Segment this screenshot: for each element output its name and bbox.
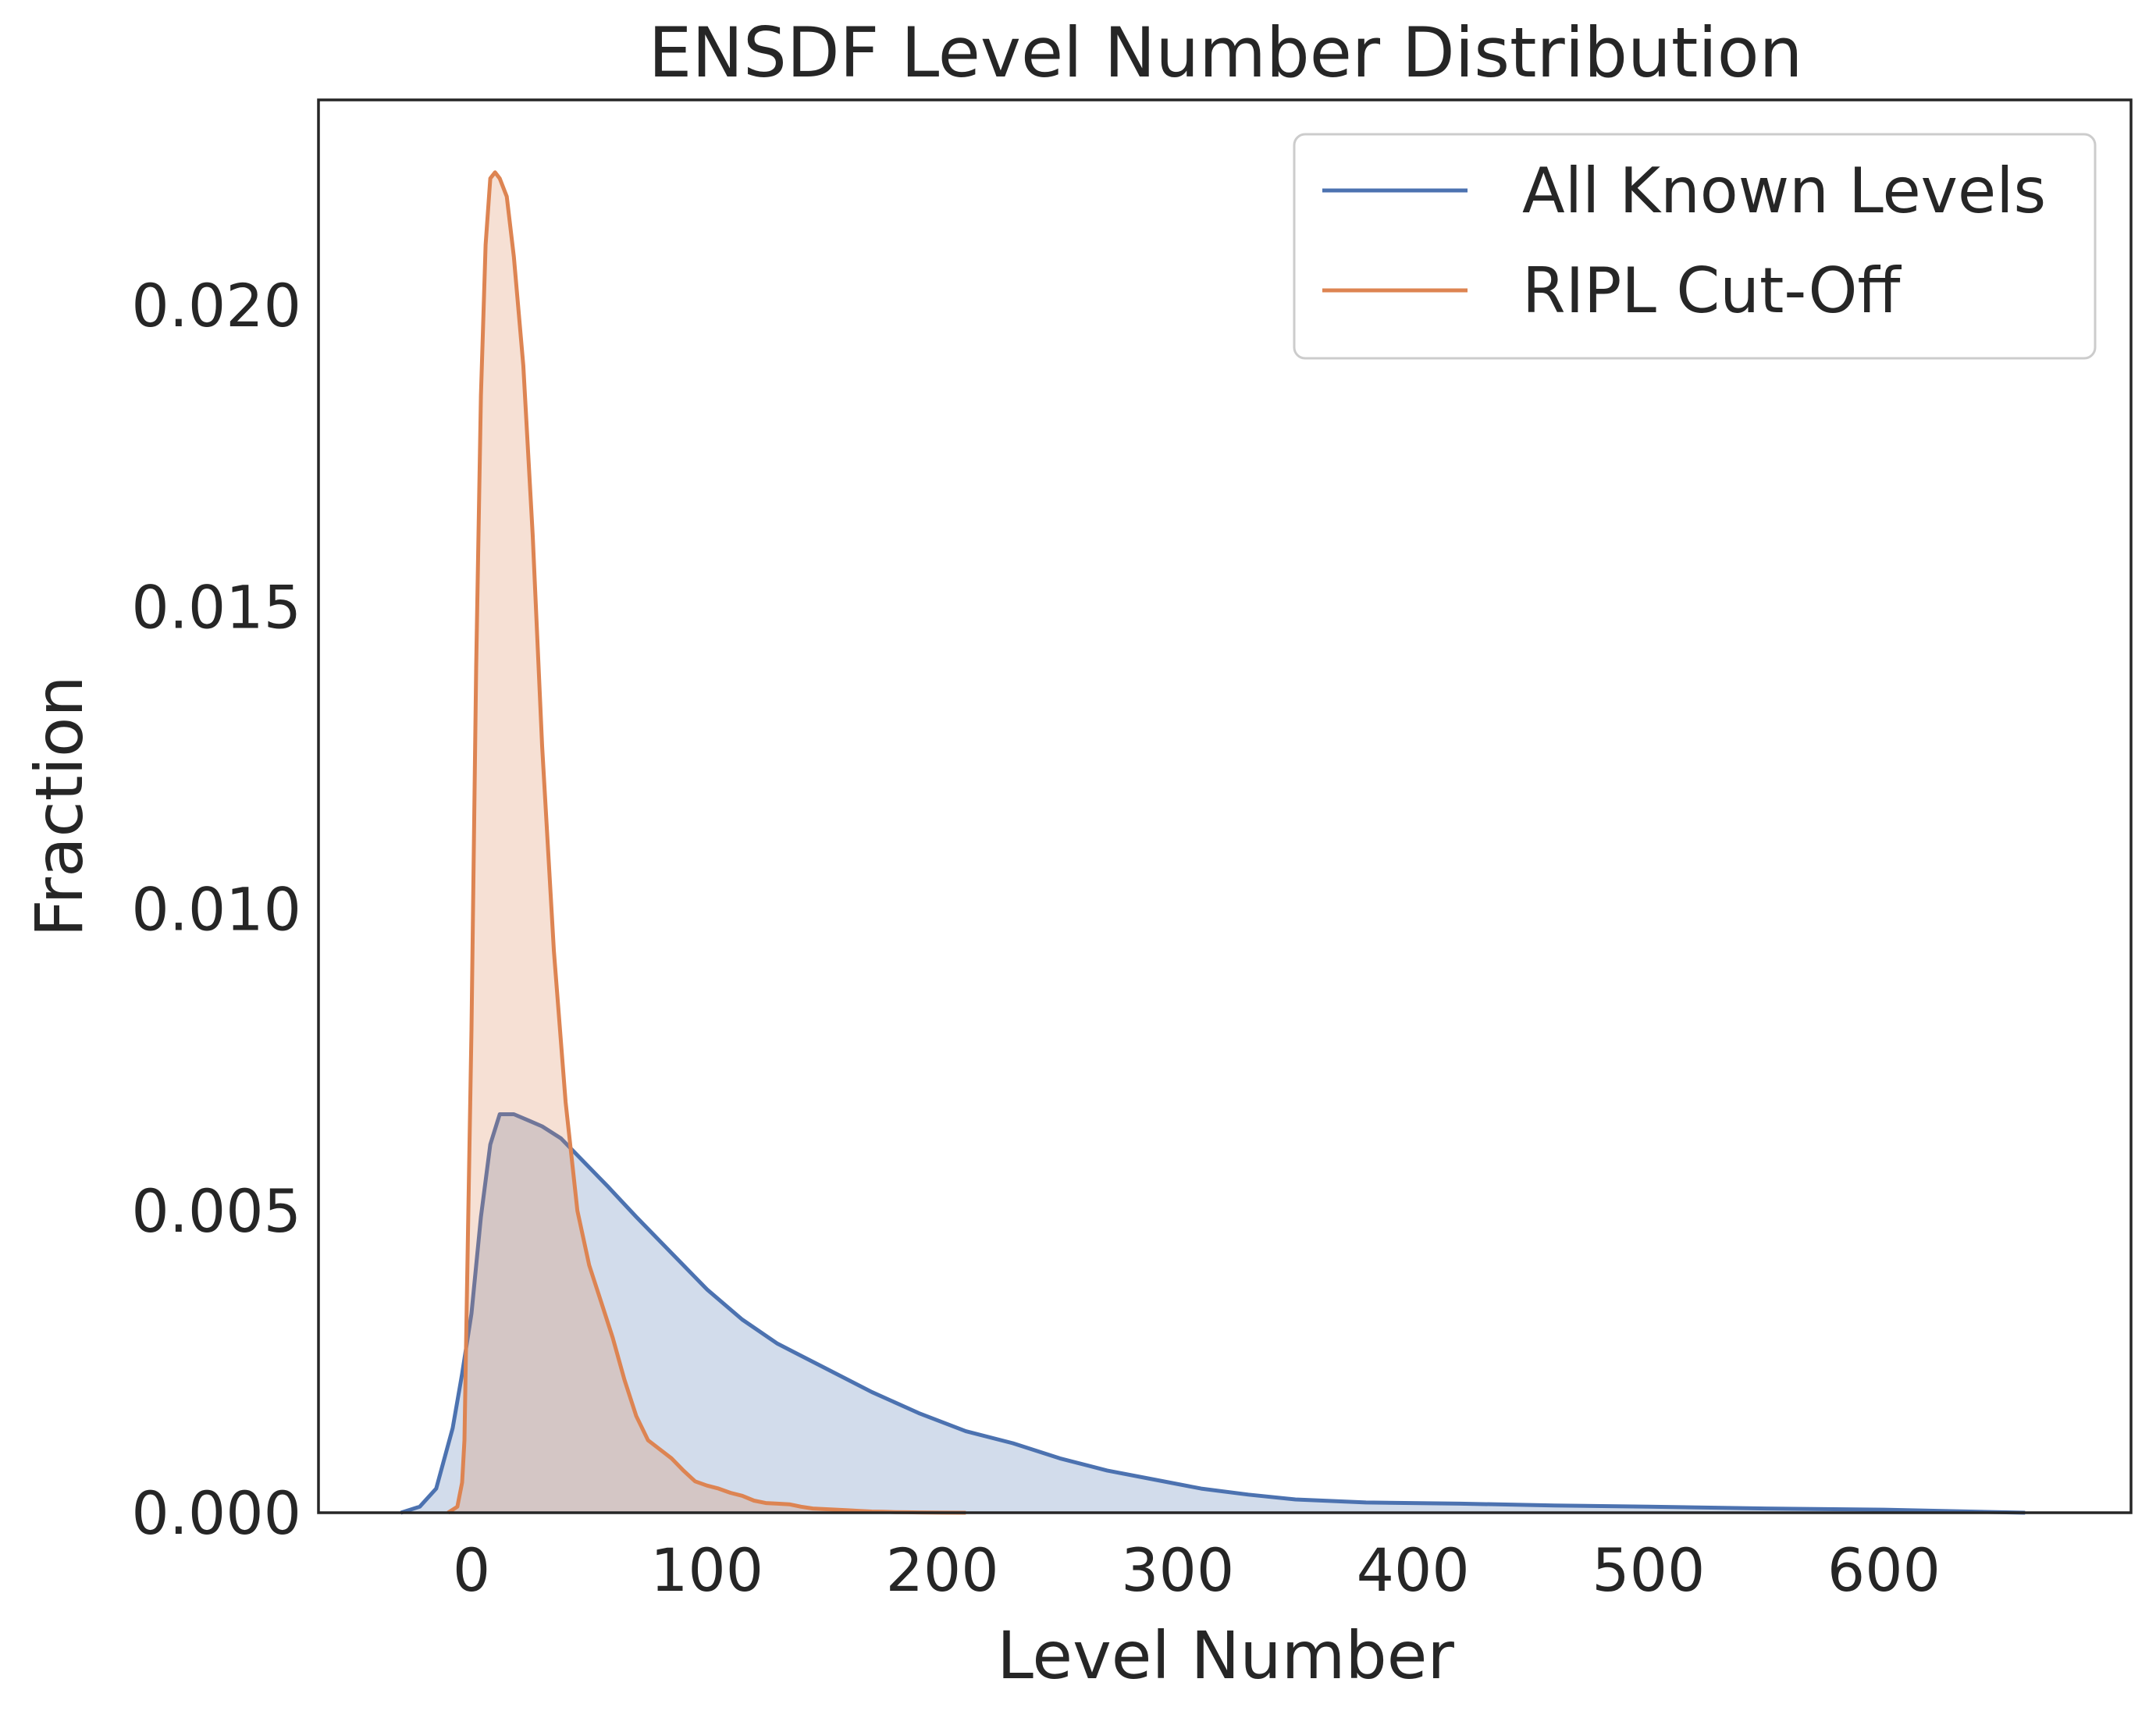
x-axis-label: Level Number [997, 1617, 1454, 1694]
x-tick-label: 0 [453, 1535, 490, 1605]
y-tick-label: 0.010 [131, 875, 301, 944]
series-line-ripl-cut-off [446, 170, 966, 1515]
x-tick-label: 200 [886, 1535, 999, 1605]
y-tick-label: 0.015 [131, 573, 301, 642]
legend-label-ripl-cut-off: RIPL Cut-Off [1522, 254, 1902, 327]
plot-frame [317, 98, 2133, 1514]
legend-label-all-known-levels: All Known Levels [1522, 155, 2046, 227]
y-axis: 0.000 0.005 0.010 0.015 0.020 [131, 271, 301, 1548]
series-line-all-known-levels [400, 1112, 2026, 1515]
x-tick-label: 300 [1121, 1535, 1234, 1605]
x-tick-label: 600 [1827, 1535, 1941, 1605]
legend: All Known Levels RIPL Cut-Off [1293, 133, 2097, 360]
y-axis-label: Fraction [21, 675, 98, 937]
y-tick-label: 0.020 [131, 271, 301, 340]
chart-title: ENSDF Level Number Distribution [649, 12, 1803, 93]
y-tick-label: 0.000 [131, 1478, 301, 1548]
legend-box [1293, 133, 2097, 360]
series-layer [400, 170, 2026, 1515]
x-tick-label: 100 [650, 1535, 763, 1605]
series-area-all-known-levels [400, 1114, 2026, 1513]
series-area-ripl-cut-off [447, 172, 966, 1513]
x-tick-label: 400 [1357, 1535, 1470, 1605]
y-tick-label: 0.005 [131, 1176, 301, 1246]
x-axis: 0 100 200 300 400 500 600 [453, 1535, 1941, 1605]
x-tick-label: 500 [1592, 1535, 1705, 1605]
